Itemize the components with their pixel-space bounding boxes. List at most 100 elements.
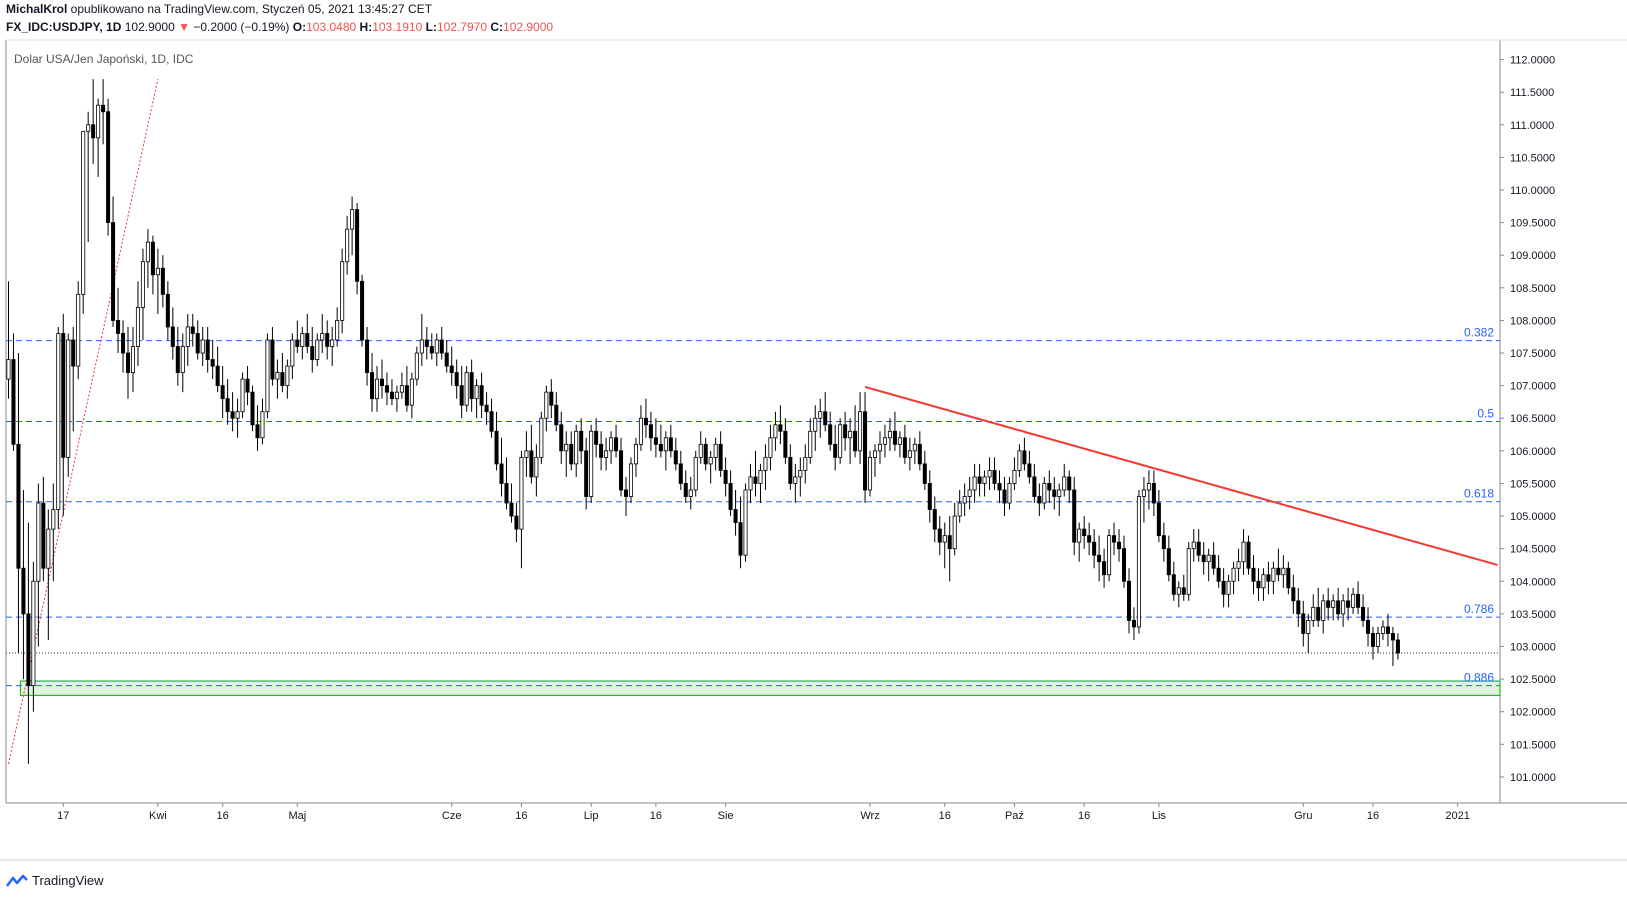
- candle-body[interactable]: [872, 450, 878, 458]
- candle-body[interactable]: [210, 359, 215, 367]
- candle-body[interactable]: [200, 339, 205, 354]
- candle-body[interactable]: [519, 456, 524, 530]
- candle-body[interactable]: [125, 352, 131, 373]
- candle-body[interactable]: [559, 424, 564, 452]
- candle-body[interactable]: [41, 502, 46, 569]
- candle-body[interactable]: [688, 489, 693, 497]
- candle-body[interactable]: [569, 443, 574, 465]
- candle-body[interactable]: [748, 476, 753, 491]
- candle-body[interactable]: [285, 365, 290, 387]
- candle-body[interactable]: [365, 339, 370, 373]
- candle-body[interactable]: [1241, 541, 1246, 563]
- candle-body[interactable]: [290, 339, 295, 367]
- candle-body[interactable]: [1077, 528, 1082, 543]
- candle-body[interactable]: [1296, 600, 1301, 615]
- candle-body[interactable]: [848, 430, 853, 439]
- candle-body[interactable]: [1390, 633, 1395, 641]
- candle-body[interactable]: [1166, 548, 1171, 576]
- candle-body[interactable]: [165, 293, 170, 328]
- candle-body[interactable]: [534, 456, 539, 478]
- candle-body[interactable]: [1102, 561, 1107, 576]
- candle-body[interactable]: [1346, 600, 1351, 608]
- candle-body[interactable]: [135, 306, 140, 347]
- candle-body[interactable]: [56, 333, 61, 510]
- candle-body[interactable]: [658, 443, 663, 452]
- candle-body[interactable]: [529, 450, 534, 478]
- candle-body[interactable]: [325, 333, 330, 347]
- candle-body[interactable]: [1022, 450, 1027, 465]
- candle-body[interactable]: [484, 404, 489, 413]
- candle-body[interactable]: [444, 352, 449, 367]
- candle-body[interactable]: [1356, 593, 1361, 608]
- candle-body[interactable]: [1121, 548, 1127, 582]
- candle-body[interactable]: [355, 209, 360, 282]
- candle-body[interactable]: [917, 443, 922, 465]
- candle-body[interactable]: [71, 339, 76, 367]
- candle-body[interactable]: [668, 437, 673, 452]
- candle-body[interactable]: [1256, 580, 1261, 589]
- candle-body[interactable]: [594, 430, 599, 445]
- candle-body[interactable]: [972, 476, 977, 491]
- candle-body[interactable]: [245, 378, 250, 393]
- candle-body[interactable]: [61, 333, 66, 458]
- candle-body[interactable]: [1385, 626, 1390, 634]
- candle-body[interactable]: [619, 450, 624, 491]
- candle-body[interactable]: [1395, 639, 1400, 654]
- candle-body[interactable]: [360, 280, 365, 341]
- candle-body[interactable]: [783, 430, 788, 458]
- candle-body[interactable]: [250, 391, 255, 426]
- candle-body[interactable]: [255, 424, 260, 439]
- candle-body[interactable]: [1141, 489, 1146, 497]
- candle-body[interactable]: [106, 111, 111, 223]
- candle-body[interactable]: [1361, 606, 1366, 621]
- candle-body[interactable]: [190, 326, 195, 334]
- candle-body[interactable]: [121, 333, 126, 354]
- candle-body[interactable]: [86, 124, 91, 132]
- candle-body[interactable]: [868, 456, 873, 491]
- candle-body[interactable]: [1092, 541, 1097, 556]
- candle-body[interactable]: [1057, 489, 1062, 497]
- candle-body[interactable]: [1181, 587, 1186, 595]
- candle-body[interactable]: [803, 456, 808, 471]
- candle-body[interactable]: [828, 424, 833, 445]
- candle-body[interactable]: [399, 385, 404, 393]
- candle-body[interactable]: [733, 509, 738, 523]
- candle-body[interactable]: [1037, 496, 1042, 504]
- candle-body[interactable]: [887, 430, 892, 439]
- candle-body[interactable]: [1151, 483, 1156, 504]
- candle-body[interactable]: [549, 391, 554, 406]
- candle-body[interactable]: [479, 385, 484, 406]
- candle-body[interactable]: [310, 346, 315, 360]
- candle-body[interactable]: [768, 437, 773, 458]
- candle-body[interactable]: [155, 267, 160, 276]
- candle-body[interactable]: [673, 450, 678, 465]
- candle-body[interactable]: [280, 372, 285, 387]
- candle-body[interactable]: [1321, 600, 1326, 621]
- candle-body[interactable]: [1341, 600, 1346, 615]
- candle-body[interactable]: [295, 339, 300, 347]
- candle-body[interactable]: [16, 443, 21, 569]
- candle-body[interactable]: [1301, 613, 1306, 634]
- candle-body[interactable]: [758, 470, 763, 484]
- candle-body[interactable]: [1206, 554, 1211, 563]
- candle-body[interactable]: [614, 437, 619, 452]
- candle-body[interactable]: [663, 437, 668, 452]
- candle-body[interactable]: [544, 391, 549, 419]
- candle-body[interactable]: [130, 346, 136, 373]
- candle-body[interactable]: [185, 326, 190, 347]
- candle-body[interactable]: [599, 443, 604, 458]
- candle-body[interactable]: [46, 528, 51, 569]
- candle-body[interactable]: [265, 339, 270, 413]
- candle-body[interactable]: [942, 535, 947, 543]
- candle-body[interactable]: [863, 411, 868, 491]
- candle-body[interactable]: [1236, 561, 1241, 569]
- candle-body[interactable]: [91, 124, 96, 139]
- candle-body[interactable]: [858, 411, 863, 452]
- candle-body[interactable]: [788, 456, 793, 484]
- candle-body[interactable]: [150, 241, 155, 276]
- candle-body[interactable]: [922, 463, 927, 484]
- candle-body[interactable]: [778, 424, 783, 432]
- candle-body[interactable]: [997, 483, 1002, 491]
- candle-body[interactable]: [1266, 574, 1271, 582]
- candle-body[interactable]: [609, 437, 614, 452]
